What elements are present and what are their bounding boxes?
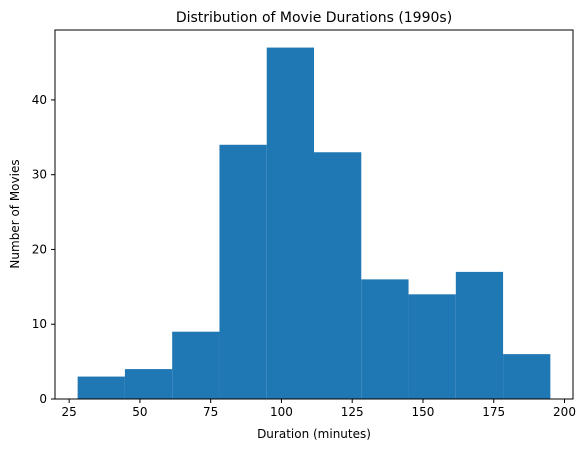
x-tick-label: 200 [553,405,576,419]
y-tick-label: 10 [32,317,47,331]
plot-frame [54,29,574,400]
y-axis-label: Number of Movies [8,159,22,268]
histogram-bar [172,331,220,399]
y-tick-label: 20 [32,242,47,256]
x-axis-ticks: 25 50 75 100 125 150 175 200 [62,399,576,419]
histogram-bar [455,271,504,399]
x-tick-label: 150 [412,405,435,419]
histogram-bars [77,47,551,399]
histogram-bar [503,354,551,399]
x-tick-label: 25 [62,405,77,419]
x-tick-label: 50 [132,405,147,419]
y-tick-label: 40 [32,93,47,107]
histogram-bar [77,376,125,399]
y-tick-label: 30 [32,168,47,182]
histogram-bar [314,152,362,399]
histogram-bar [408,294,456,399]
x-tick-label: 175 [482,405,505,419]
y-axis-ticks: 0 10 20 30 40 [32,93,55,406]
histogram-bar [361,279,409,399]
y-tick-label: 0 [39,392,47,406]
histogram-bar [266,47,314,399]
histogram-bar [124,369,173,399]
x-axis-label: Duration (minutes) [257,427,371,441]
x-tick-label: 75 [203,405,218,419]
histogram-bar [219,144,267,399]
x-tick-label: 125 [341,405,364,419]
chart-title: Distribution of Movie Durations (1990s) [176,10,452,26]
x-tick-label: 100 [270,405,293,419]
